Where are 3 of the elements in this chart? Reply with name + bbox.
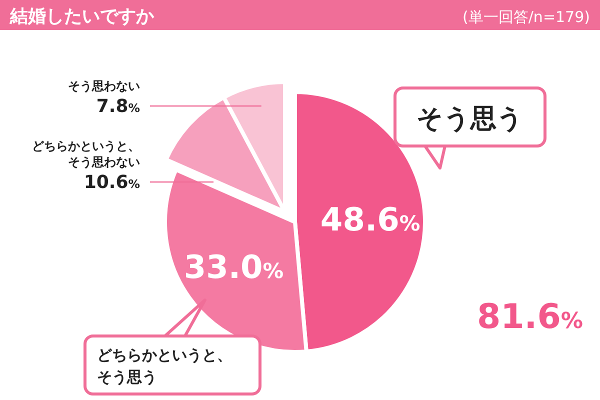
title: 結婚したいですか — [10, 6, 154, 27]
subtitle: (単一回答/n=179) — [462, 8, 590, 26]
annotation: 81.6% — [476, 297, 584, 337]
